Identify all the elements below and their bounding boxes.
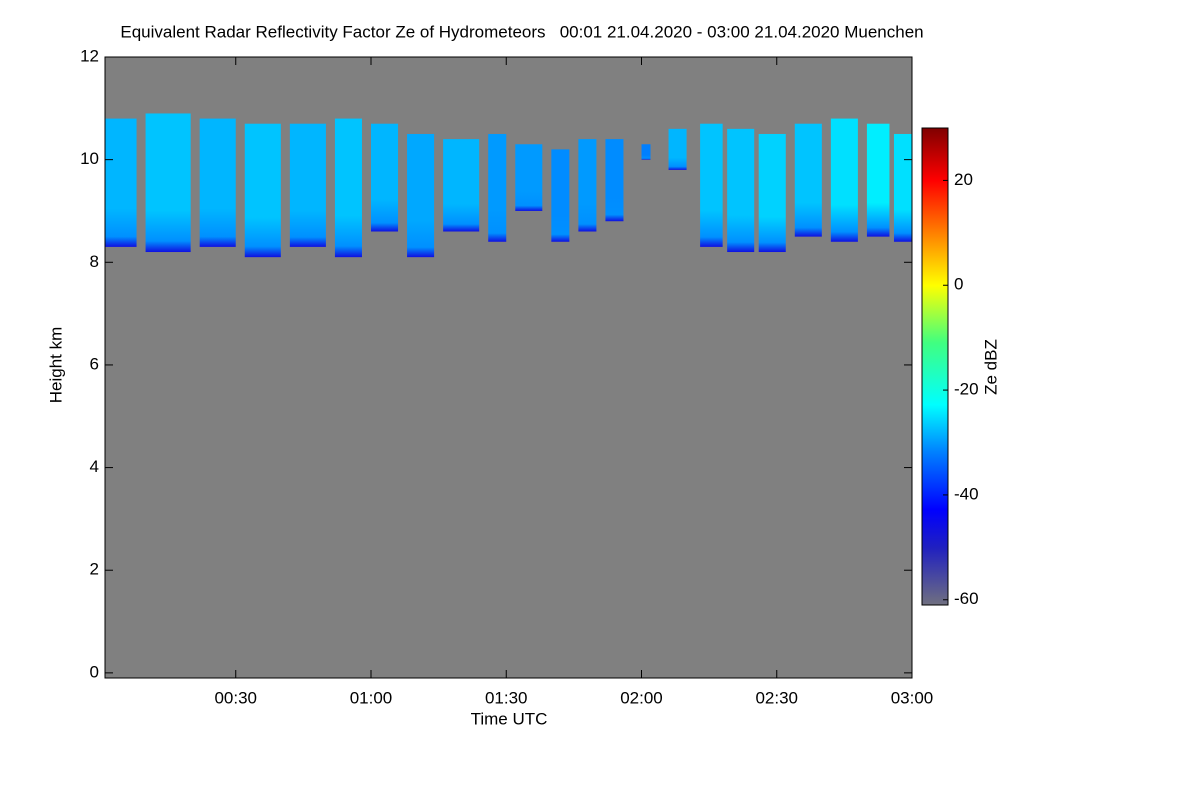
echo-segment [105, 118, 137, 247]
echo-segment [641, 144, 651, 160]
echo-segment [407, 133, 435, 258]
chart-title: Equivalent Radar Reflectivity Factor Ze … [120, 22, 923, 41]
echo-segment [605, 139, 624, 222]
y-tick-label: 8 [90, 252, 99, 271]
y-tick-label: 4 [90, 457, 99, 476]
echo-segment [515, 144, 543, 211]
echo-segment [334, 118, 362, 258]
colorbar-label: Ze dBZ [981, 339, 1000, 395]
colorbar [921, 127, 949, 606]
echo-segment [830, 118, 858, 242]
echo-segment [488, 133, 507, 242]
x-tick-label: 03:00 [891, 688, 934, 707]
plot-frame [104, 56, 913, 679]
y-tick-label: 0 [90, 662, 99, 681]
colorbar-tick-label: -20 [954, 380, 979, 399]
echo-segment [244, 123, 281, 258]
colorbar-tick-label: 0 [954, 275, 963, 294]
echo-segment [794, 123, 822, 237]
x-tick-label: 01:30 [485, 688, 528, 707]
echo-segment [700, 123, 723, 247]
echo-segment [370, 123, 399, 232]
echo-segment [551, 149, 570, 242]
echo-segment [443, 139, 480, 232]
y-tick-label: 12 [80, 46, 99, 65]
echo-segment [727, 128, 755, 253]
echo-segment [145, 113, 191, 253]
echo-segment [578, 139, 597, 232]
echo-segment [758, 133, 786, 253]
y-axis-label: Height km [46, 327, 65, 404]
echo-segment [289, 123, 326, 247]
echo-segment [866, 123, 890, 237]
x-tick-label: 00:30 [214, 688, 257, 707]
y-tick-label: 6 [90, 354, 99, 373]
colorbar-tick-label: -40 [954, 484, 979, 503]
y-tick-label: 10 [80, 149, 99, 168]
echo-segment [668, 128, 687, 170]
x-tick-label: 02:30 [755, 688, 798, 707]
echo-segment [893, 133, 912, 242]
colorbar-tick-label: 20 [954, 170, 973, 189]
x-axis-label: Time UTC [471, 709, 548, 728]
colorbar-tick-label: -60 [954, 589, 979, 608]
echo-segment [199, 118, 236, 247]
x-tick-label: 02:00 [620, 688, 663, 707]
x-tick-label: 01:00 [350, 688, 393, 707]
y-tick-label: 2 [90, 560, 99, 579]
